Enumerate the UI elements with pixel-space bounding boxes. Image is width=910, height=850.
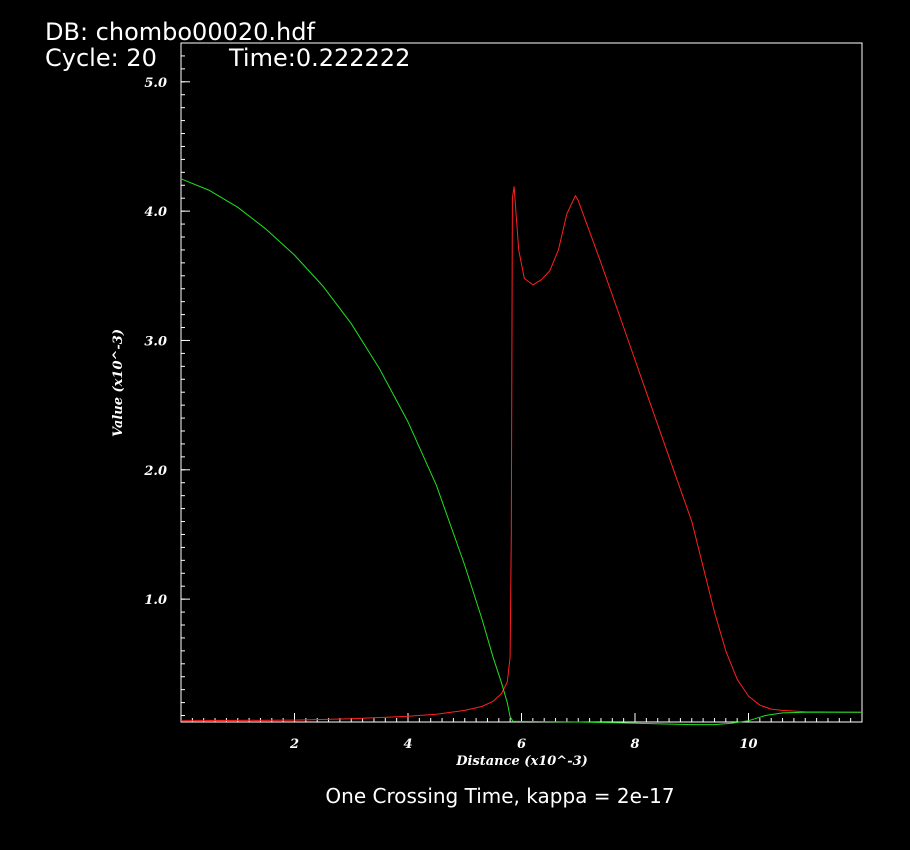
series-lines xyxy=(180,178,863,726)
plot-frame xyxy=(180,42,863,723)
y-tick-label: 2.0 xyxy=(143,464,167,479)
series-line-2 xyxy=(180,178,862,726)
x-tick-label: 2 xyxy=(289,737,299,752)
cycle-label: Cycle: 20 xyxy=(45,44,157,72)
major-ticks xyxy=(181,81,749,722)
y-tick-label: 1.0 xyxy=(144,593,167,608)
series-line-1 xyxy=(180,186,863,722)
y-tick-label: 4.0 xyxy=(144,205,167,220)
x-tick-label: 6 xyxy=(517,737,526,752)
x-tick-label: 8 xyxy=(630,737,639,752)
database-name: DB: chombo00020.hdf xyxy=(45,18,315,46)
time-label: Time:0.222222 xyxy=(229,44,411,72)
y-tick-label: 5.0 xyxy=(144,76,167,91)
minor-ticks xyxy=(181,42,863,722)
x-axis-label: Distance (x10^-3) xyxy=(455,754,588,769)
x-tick-label: 4 xyxy=(403,737,412,752)
tick-labels: 2 4 6 8 10 1.0 2.0 3.0 4.0 5.0 xyxy=(143,76,757,752)
x-tick-label: 10 xyxy=(739,737,757,752)
y-axis-label: Value (x10^-3) xyxy=(111,329,126,437)
chart-caption: One Crossing Time, kappa = 2e-17 xyxy=(325,784,675,808)
y-tick-label: 3.0 xyxy=(144,334,167,349)
